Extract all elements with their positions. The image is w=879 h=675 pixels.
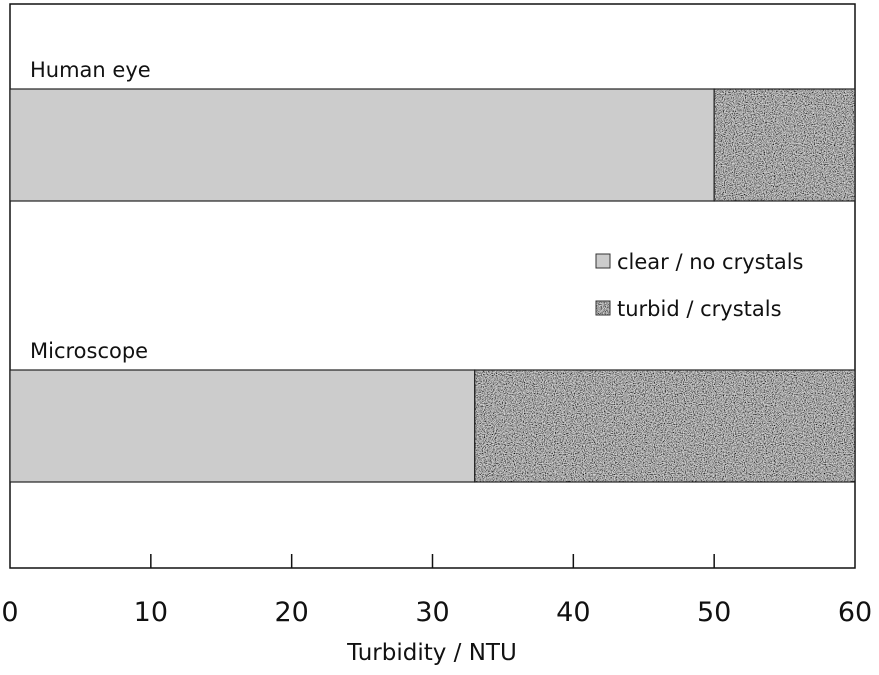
bar-outline	[474, 369, 855, 483]
bar-outline	[713, 88, 855, 202]
x-tick-label: 10	[134, 597, 168, 628]
bar-human-eye-clear	[10, 88, 715, 202]
x-tick-label: 30	[415, 597, 449, 628]
x-tick-label: 0	[1, 597, 18, 628]
legend-swatch-outline	[595, 300, 611, 316]
x-tick-label: 20	[274, 597, 308, 628]
x-axis-title: Turbidity / NTU	[346, 640, 517, 666]
bar-microscope-turbid	[474, 369, 855, 483]
category-label: Microscope	[30, 339, 148, 363]
category-label: Human eye	[30, 58, 151, 82]
bar-microscope-clear	[10, 369, 476, 483]
bar-human-eye-turbid	[713, 88, 855, 202]
x-tick-label: 60	[838, 597, 872, 628]
legend-label: clear / no crystals	[617, 250, 804, 274]
legend-label: turbid / crystals	[617, 297, 782, 321]
x-tick-label: 50	[697, 597, 731, 628]
legend-swatch	[595, 253, 611, 269]
x-tick-label: 40	[556, 597, 590, 628]
legend-swatch	[595, 300, 611, 316]
